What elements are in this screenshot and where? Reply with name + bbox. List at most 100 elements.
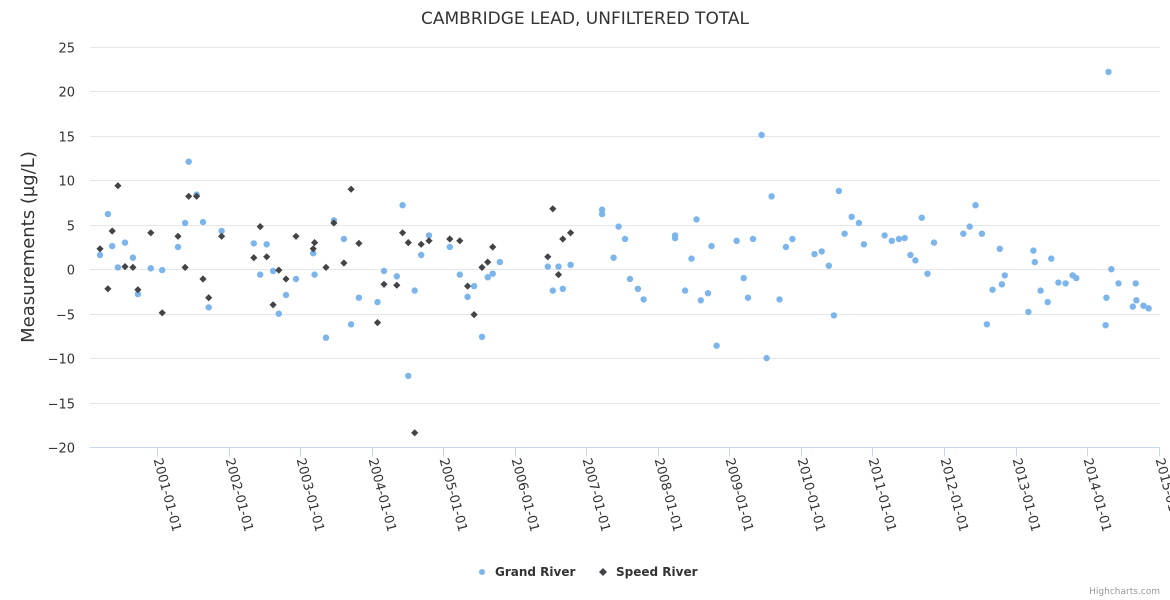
data-point[interactable] <box>174 243 182 251</box>
data-point[interactable] <box>250 254 258 262</box>
data-point[interactable] <box>322 334 330 341</box>
data-point[interactable] <box>1001 272 1008 279</box>
data-point[interactable] <box>1105 68 1112 76</box>
data-point[interactable] <box>218 232 226 240</box>
data-point[interactable] <box>1025 308 1032 316</box>
data-point[interactable] <box>355 294 363 301</box>
data-point[interactable] <box>901 234 908 242</box>
data-point[interactable] <box>282 291 290 299</box>
data-point[interactable] <box>185 158 192 165</box>
data-point[interactable] <box>158 309 166 317</box>
data-point[interactable] <box>134 290 142 298</box>
data-point[interactable] <box>549 205 557 213</box>
data-point[interactable] <box>996 245 1003 252</box>
data-point[interactable] <box>972 202 979 209</box>
data-point[interactable] <box>478 263 486 271</box>
data-point[interactable] <box>311 271 318 278</box>
data-point[interactable] <box>109 242 116 250</box>
data-point[interactable] <box>559 235 567 243</box>
data-point[interactable] <box>417 240 425 248</box>
data-point[interactable] <box>380 267 388 275</box>
data-point[interactable] <box>114 264 122 271</box>
data-point[interactable] <box>782 243 790 251</box>
data-point[interactable] <box>907 251 914 259</box>
data-point[interactable] <box>464 293 471 300</box>
data-point[interactable] <box>399 229 407 237</box>
data-point[interactable] <box>855 219 863 227</box>
data-point[interactable] <box>1103 294 1110 301</box>
data-point[interactable] <box>489 243 497 251</box>
data-point[interactable] <box>282 275 290 283</box>
data-point[interactable] <box>464 282 472 290</box>
data-point[interactable] <box>411 287 418 294</box>
data-point[interactable] <box>456 237 464 245</box>
data-point[interactable] <box>740 274 747 282</box>
data-point[interactable] <box>888 237 895 244</box>
data-point[interactable] <box>292 275 300 283</box>
data-point[interactable] <box>256 223 264 231</box>
data-point[interactable] <box>768 193 775 200</box>
data-point[interactable] <box>147 265 154 272</box>
data-point[interactable] <box>688 255 695 262</box>
data-point[interactable] <box>555 263 562 270</box>
data-point[interactable] <box>983 321 991 328</box>
data-point[interactable] <box>1115 280 1122 287</box>
data-point[interactable] <box>554 271 563 279</box>
data-point[interactable] <box>393 281 401 289</box>
data-point[interactable] <box>1140 302 1147 309</box>
data-point[interactable] <box>96 245 104 253</box>
data-point[interactable] <box>425 237 433 245</box>
data-point[interactable] <box>96 251 104 259</box>
data-point[interactable] <box>263 241 270 248</box>
data-point[interactable] <box>104 210 112 218</box>
data-point[interactable] <box>1062 280 1069 287</box>
data-point[interactable] <box>374 298 381 306</box>
data-point[interactable] <box>989 286 996 293</box>
data-point[interactable] <box>411 429 419 437</box>
data-point[interactable] <box>763 354 770 362</box>
data-point[interactable] <box>918 214 925 221</box>
data-point[interactable] <box>205 304 212 311</box>
data-point[interactable] <box>704 290 712 297</box>
data-point[interactable] <box>446 243 453 251</box>
data-point[interactable] <box>311 239 319 247</box>
data-point[interactable] <box>708 242 715 250</box>
data-point[interactable] <box>404 239 412 247</box>
data-point[interactable] <box>615 223 622 230</box>
data-point[interactable] <box>104 285 112 293</box>
data-point[interactable] <box>159 266 166 274</box>
data-point[interactable] <box>930 239 938 246</box>
data-point[interactable] <box>544 253 552 261</box>
data-point[interactable] <box>470 282 478 290</box>
data-point[interactable] <box>1031 258 1039 266</box>
data-point[interactable] <box>199 218 207 226</box>
data-point[interactable] <box>749 235 757 243</box>
data-point[interactable] <box>671 234 679 242</box>
data-point[interactable] <box>181 263 189 271</box>
data-point[interactable] <box>218 227 225 235</box>
data-point[interactable] <box>811 250 818 258</box>
data-point[interactable] <box>373 319 382 327</box>
data-point[interactable] <box>1044 298 1051 306</box>
data-point[interactable] <box>418 251 425 259</box>
data-point[interactable] <box>147 229 155 237</box>
data-point[interactable] <box>380 280 388 288</box>
data-point[interactable] <box>330 219 338 227</box>
data-point[interactable] <box>1132 280 1139 287</box>
data-point[interactable] <box>205 294 213 302</box>
data-point[interactable] <box>1102 322 1109 329</box>
data-point[interactable] <box>269 301 277 309</box>
data-point[interactable] <box>895 235 903 243</box>
data-point[interactable] <box>393 273 400 280</box>
data-point[interactable] <box>121 263 129 271</box>
data-point[interactable] <box>108 227 116 235</box>
data-point[interactable] <box>733 237 740 244</box>
data-point[interactable] <box>275 310 282 317</box>
data-point[interactable] <box>470 311 478 319</box>
data-point[interactable] <box>693 216 700 223</box>
data-point[interactable] <box>549 287 556 294</box>
data-point[interactable] <box>1037 287 1044 294</box>
data-point[interactable] <box>1108 266 1115 273</box>
data-point[interactable] <box>559 285 566 292</box>
data-point[interactable] <box>881 232 888 239</box>
